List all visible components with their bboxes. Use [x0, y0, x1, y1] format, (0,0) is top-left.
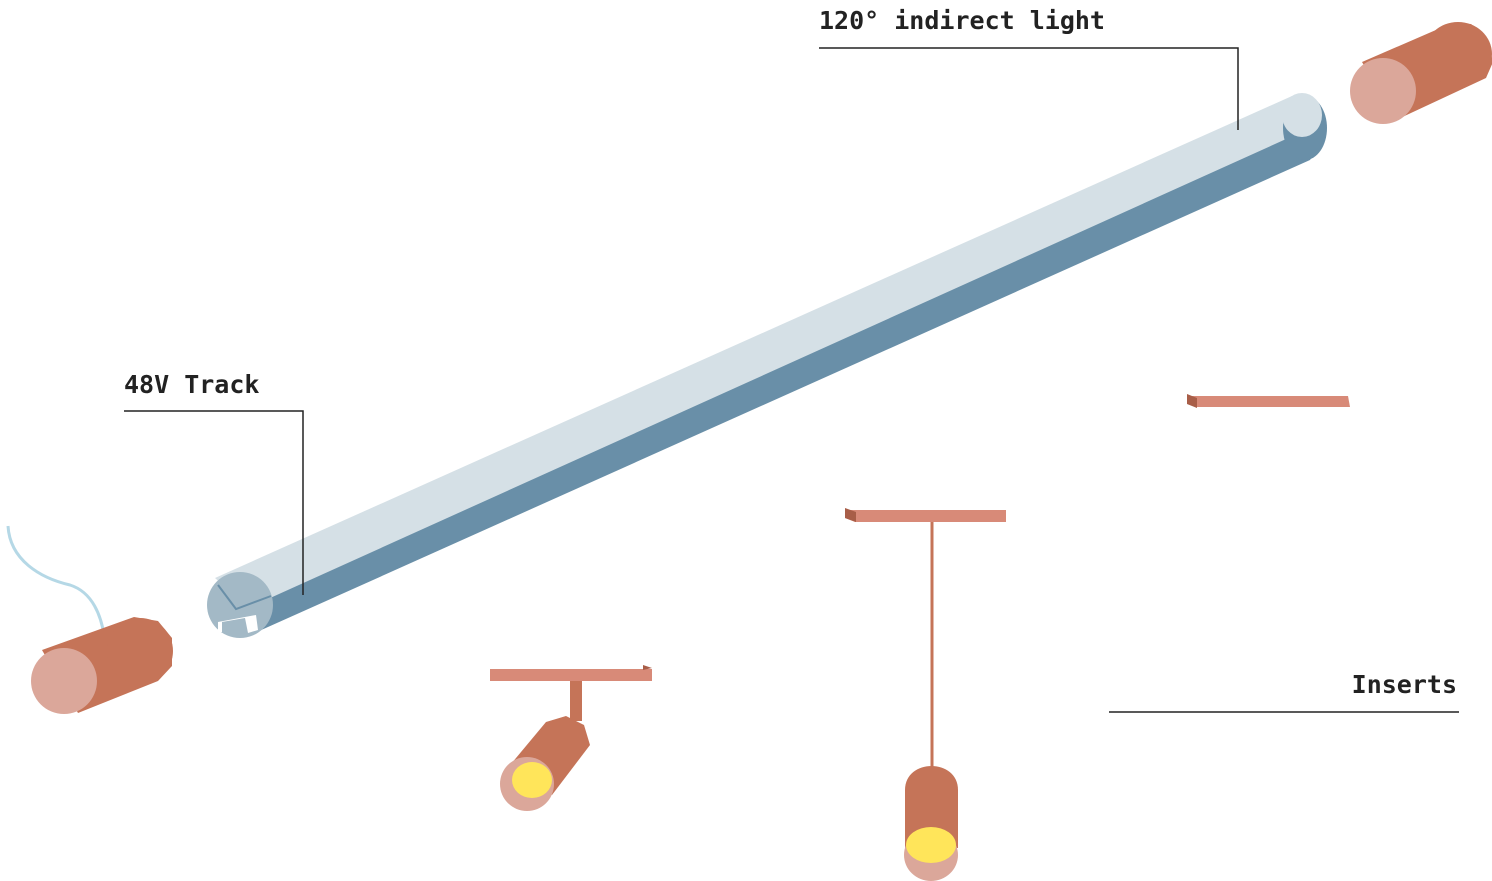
indirect-light-leader — [819, 47, 1239, 130]
indirect-light-label: 120° indirect light — [819, 6, 1105, 35]
power-cable — [6, 525, 107, 643]
end-cap-left-face — [31, 648, 97, 714]
track-end-profile — [207, 572, 273, 638]
track-bar — [207, 93, 1327, 638]
flat-insert — [1187, 394, 1350, 408]
pendant-lens-icon — [906, 827, 956, 863]
flat-insert-plate — [1187, 396, 1350, 407]
end-cap-right-face — [1350, 58, 1416, 124]
spotlight-stem — [570, 681, 582, 721]
callout-inserts: Inserts — [1109, 670, 1459, 713]
track-label: 48V Track — [124, 370, 259, 399]
track-profile-line — [217, 584, 272, 611]
pendant-body — [905, 766, 958, 848]
end-cap-left-back — [107, 618, 173, 684]
track-side-face — [248, 121, 1326, 636]
spotlight-insert — [490, 665, 652, 811]
inserts-label: Inserts — [1352, 670, 1457, 699]
track-leader — [124, 410, 304, 595]
end-cap-right-back — [1424, 22, 1492, 86]
spotlight-mount-plate — [490, 669, 652, 681]
track-top-face — [215, 96, 1326, 608]
spotlight-lens-icon — [512, 762, 552, 798]
flat-insert-plate-edge — [1187, 394, 1197, 408]
track-slot-notch — [218, 615, 258, 633]
callout-track: 48V Track — [124, 370, 304, 595]
pendant-mount-plate — [845, 510, 1006, 522]
track-far-end-top — [1282, 93, 1322, 137]
end-cap-right — [1350, 22, 1492, 124]
pendant-insert — [845, 508, 1006, 881]
pendant-mount-plate-edge — [845, 508, 856, 522]
end-cap-left — [6, 525, 173, 714]
spotlight-mount-plate-edge — [643, 665, 652, 670]
callout-indirect-light: 120° indirect light — [819, 6, 1239, 130]
